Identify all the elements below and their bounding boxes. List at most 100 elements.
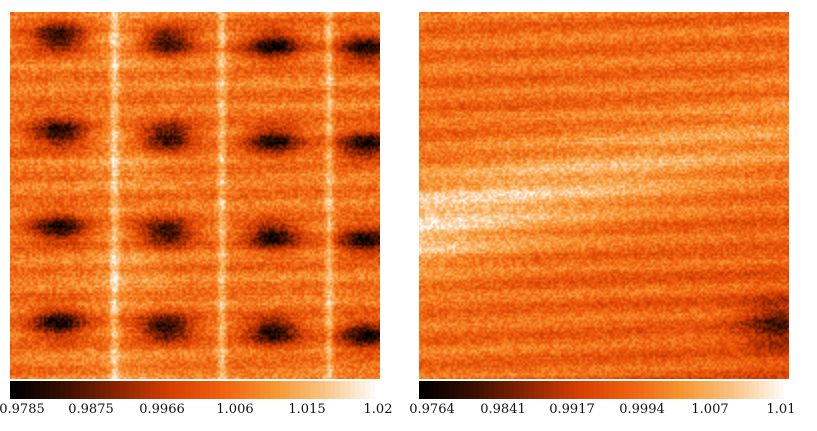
colorbar-swatch [424,381,430,399]
colorbar-swatch [315,381,321,399]
colorbar-swatch [75,381,81,399]
colorbar-swatch [779,381,785,399]
colorbar-swatch [180,381,186,399]
colorbar-swatch [714,381,720,399]
left-colorbar-tick-label: 0.9966 [139,402,185,417]
colorbar-swatch [250,381,256,399]
left-colorbar-tick-label: 0.9875 [68,402,114,417]
colorbar-swatch [729,381,735,399]
colorbar-swatch [225,381,231,399]
colorbar-swatch [95,381,101,399]
colorbar-swatch [55,381,61,399]
colorbar-swatch [579,381,585,399]
colorbar-swatch [245,381,251,399]
right-colorbar-tick-label: 1.007 [691,402,729,417]
colorbar-swatch [255,381,261,399]
colorbar-swatch [20,381,26,399]
colorbar-swatch [235,381,241,399]
colorbar-swatch [110,381,116,399]
colorbar-swatch [564,381,570,399]
colorbar-swatch [774,381,780,399]
colorbar-swatch [439,381,445,399]
colorbar-swatch [175,381,181,399]
colorbar-swatch [135,381,141,399]
colorbar-swatch [589,381,595,399]
colorbar-swatch [30,381,36,399]
colorbar-swatch [734,381,740,399]
colorbar-swatch [140,381,146,399]
colorbar-swatch [554,381,560,399]
colorbar-swatch [449,381,455,399]
colorbar-swatch [539,381,545,399]
colorbar-swatch [265,381,271,399]
colorbar-swatch [519,381,525,399]
colorbar-swatch [524,381,530,399]
colorbar-swatch [474,381,480,399]
colorbar-swatch [459,381,465,399]
colorbar-swatch [45,381,51,399]
right-colorbar-tick-label: 0.9994 [619,402,665,417]
colorbar-swatch [155,381,161,399]
colorbar-swatch [240,381,246,399]
colorbar-swatch [270,381,276,399]
colorbar-swatch [160,381,166,399]
colorbar-swatch [584,381,590,399]
left-colorbar [10,381,380,399]
colorbar-swatch [205,381,211,399]
colorbar-swatch [419,381,425,399]
colorbar-swatch [210,381,216,399]
left-colorbar-tick-label: 1.006 [216,402,254,417]
colorbar-swatch [504,381,510,399]
colorbar-swatch [484,381,490,399]
colorbar-swatch [90,381,96,399]
left-flat-field-panel: 0.9785 0.9875 0.9966 1.006 1.015 1.02 [0,0,400,431]
colorbar-swatch [764,381,770,399]
right-flat-field-image [419,12,789,379]
colorbar-swatch [739,381,745,399]
colorbar-swatch [709,381,715,399]
colorbar-swatch [549,381,555,399]
colorbar-swatch [60,381,66,399]
colorbar-swatch [509,381,515,399]
colorbar-swatch [669,381,675,399]
colorbar-swatch [454,381,460,399]
colorbar-swatch [295,381,301,399]
colorbar-swatch [165,381,171,399]
colorbar-swatch [594,381,600,399]
right-colorbar-tick-label: 0.9841 [480,402,526,417]
colorbar-swatch [679,381,685,399]
right-colorbar [419,381,789,399]
colorbar-swatch [749,381,755,399]
colorbar-swatch [310,381,316,399]
colorbar-swatch [325,381,331,399]
colorbar-swatch [674,381,680,399]
colorbar-swatch [25,381,31,399]
colorbar-swatch [464,381,470,399]
colorbar-swatch [290,381,296,399]
colorbar-swatch [604,381,610,399]
colorbar-swatch [10,381,16,399]
colorbar-swatch [195,381,201,399]
colorbar-swatch [150,381,156,399]
colorbar-swatch [689,381,695,399]
colorbar-swatch [275,381,281,399]
left-colorbar-tick-label: 1.015 [288,402,326,417]
colorbar-swatch [350,381,356,399]
colorbar-swatch [599,381,605,399]
colorbar-swatch [340,381,346,399]
left-colorbar-tick-label: 0.9785 [0,402,45,417]
colorbar-swatch [115,381,121,399]
colorbar-swatch [469,381,475,399]
colorbar-swatch [664,381,670,399]
colorbar-swatch [489,381,495,399]
colorbar-swatch [375,381,380,399]
colorbar-swatch [559,381,565,399]
left-flat-field-image [10,12,380,379]
colorbar-swatch [65,381,71,399]
colorbar-swatch [300,381,306,399]
right-flat-field-panel: 0.9764 0.9841 0.9917 0.9994 1.007 1.01 [408,0,808,431]
colorbar-swatch [85,381,91,399]
colorbar-swatch [619,381,625,399]
colorbar-swatch [360,381,366,399]
colorbar-swatch [230,381,236,399]
